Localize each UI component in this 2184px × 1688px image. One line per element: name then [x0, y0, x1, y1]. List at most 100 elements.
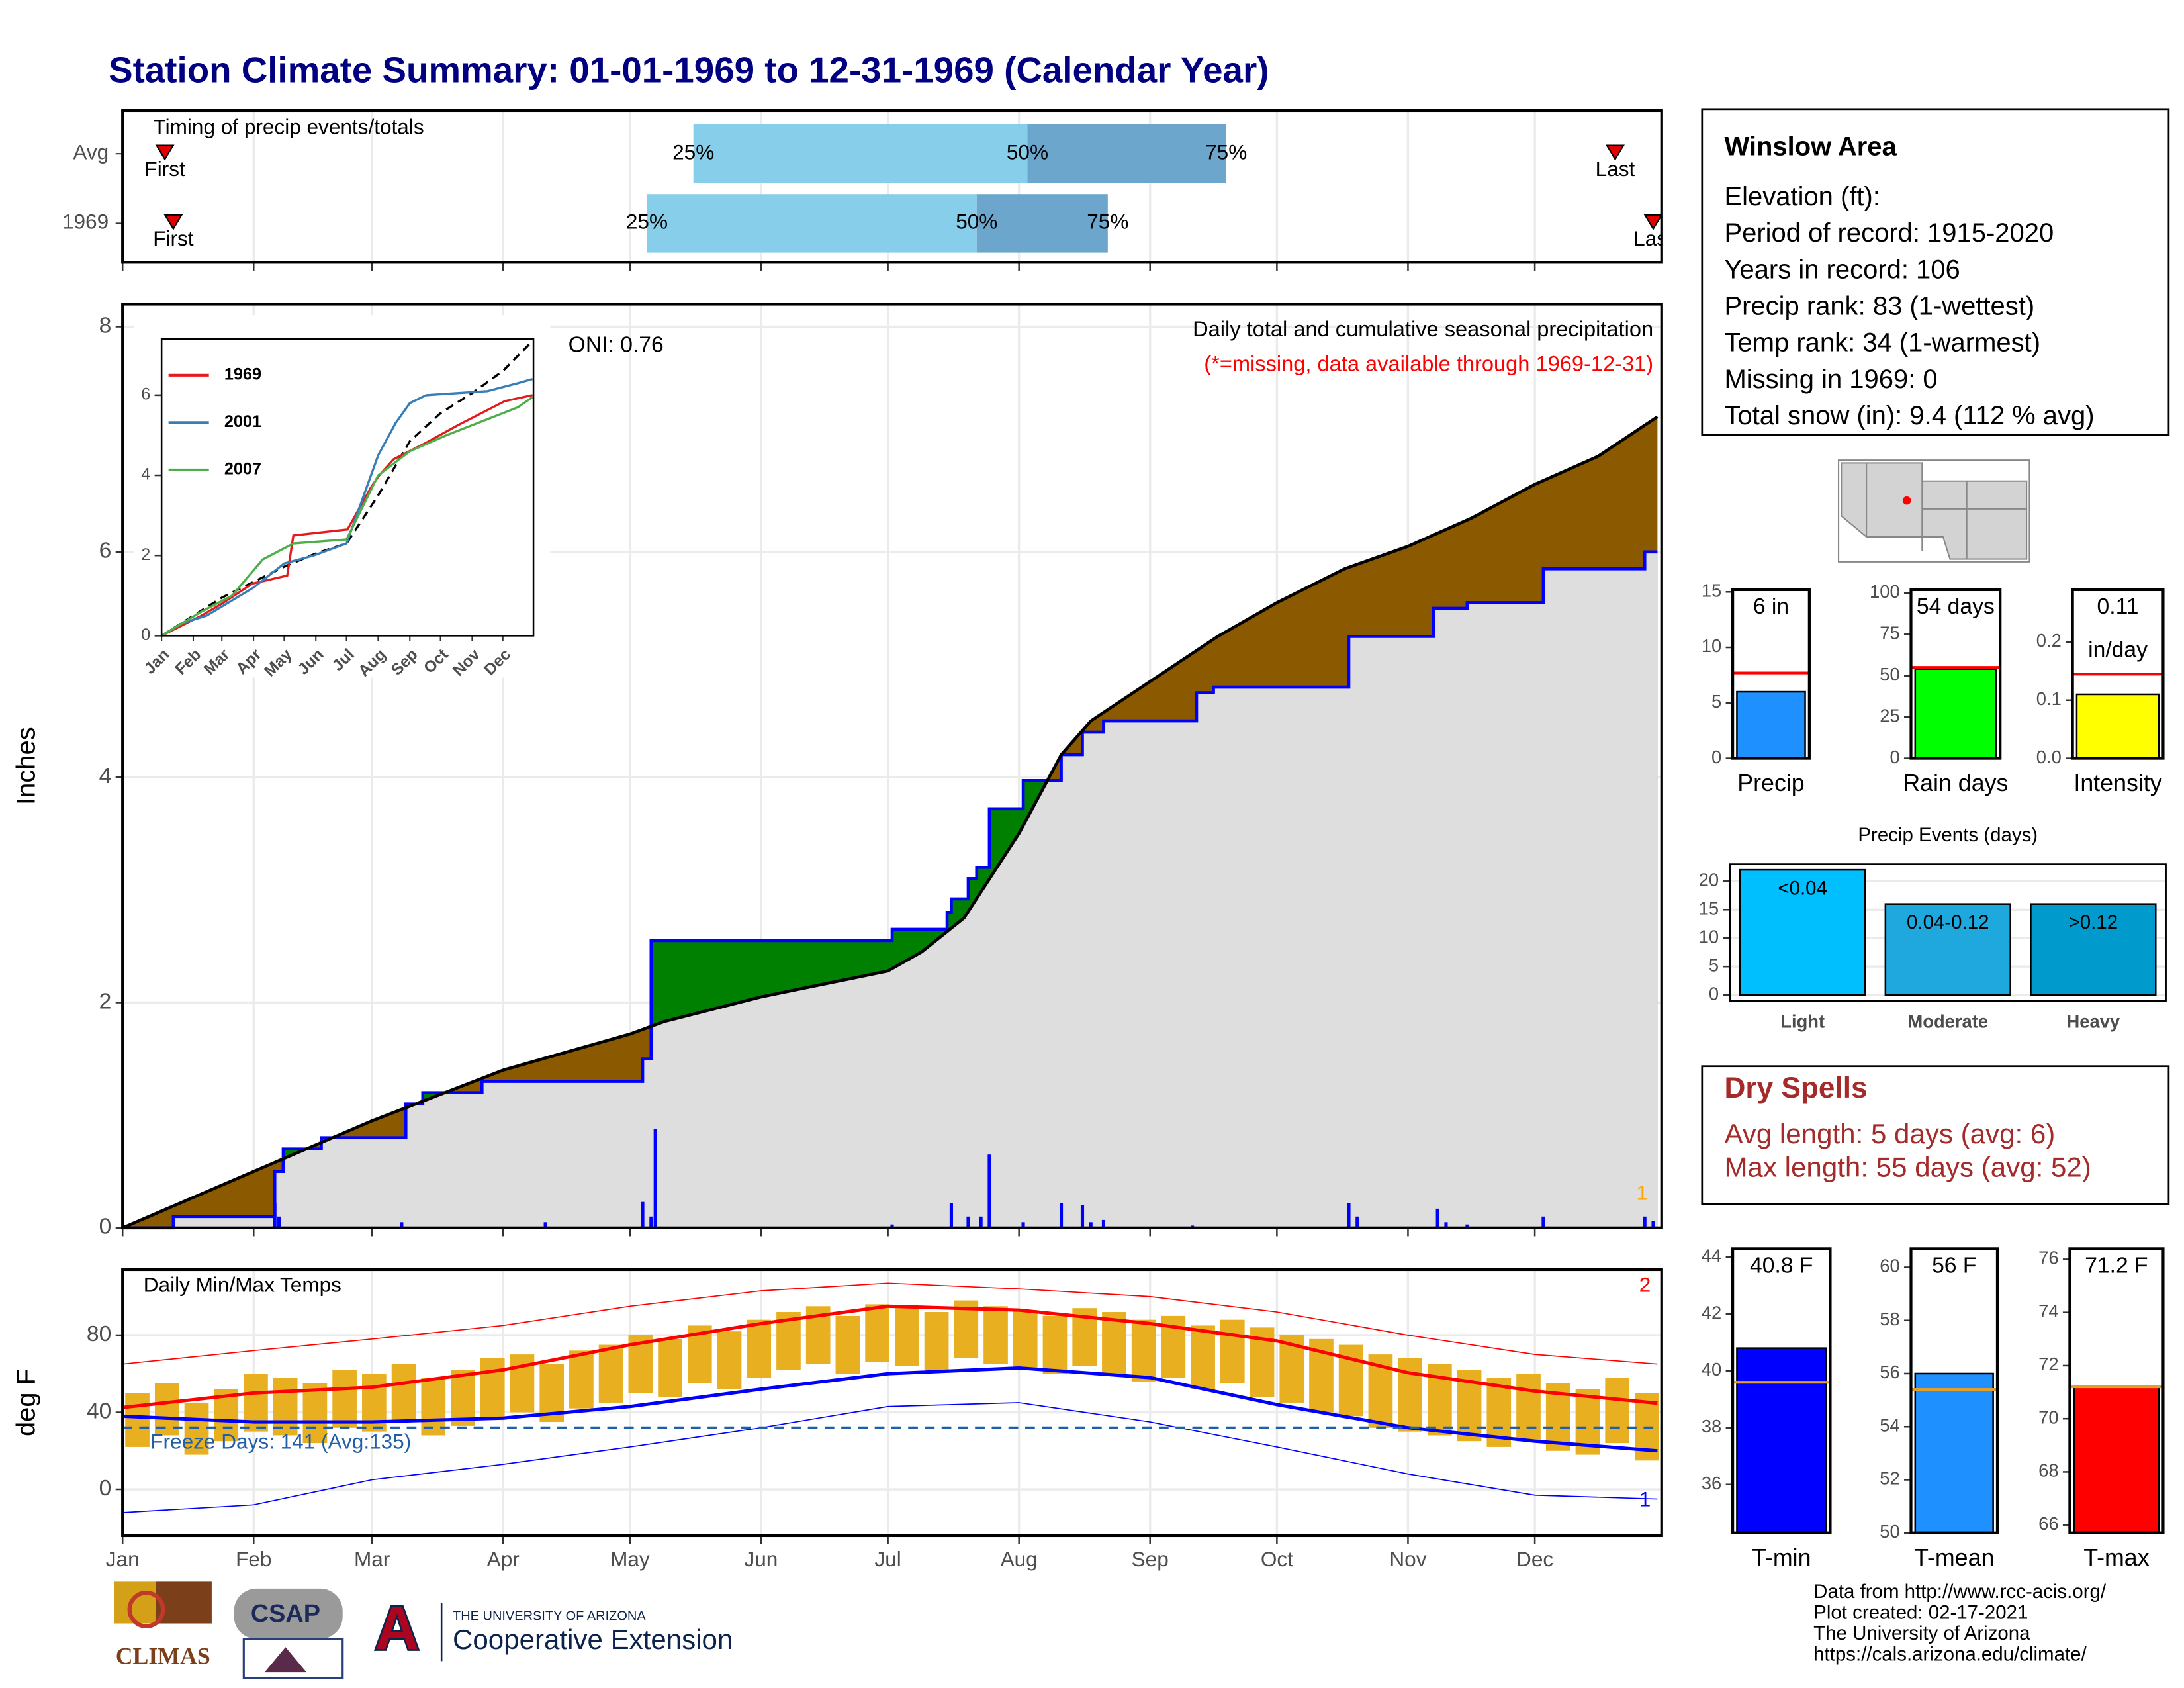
y-tick-label: 50 [1880, 664, 1899, 684]
bar [1914, 1372, 1994, 1534]
panel-border [1909, 1247, 1999, 1534]
x-tick-label: Jan [106, 1547, 140, 1571]
y-tick-label: 4 [141, 465, 150, 484]
daily-precip-bar [1444, 1222, 1448, 1228]
percentile-label: 50% [1007, 140, 1048, 164]
daily-temp-bar [332, 1370, 357, 1428]
value-label: 56 F [1932, 1254, 1976, 1278]
y-tick-label: 0.2 [2036, 630, 2062, 651]
daily-precip-bar [641, 1201, 645, 1228]
daily-temp-bar [1516, 1374, 1541, 1442]
y-tick-label: 66 [2038, 1513, 2058, 1534]
panel-border [2068, 1247, 2165, 1534]
station-line: Temp rank: 34 (1-warmest) [1724, 328, 2040, 357]
record-line [122, 1402, 1658, 1513]
record-count: 1 [1639, 1487, 1651, 1511]
corner-label: 1 [1637, 1181, 1649, 1205]
bar-label: >0.12 [2069, 912, 2118, 933]
x-tick-label: Light [1780, 1011, 1825, 1032]
y-tick-label: 38 [1702, 1416, 1721, 1436]
daily-temp-bar [865, 1304, 889, 1362]
daily-precip-bar [1101, 1219, 1105, 1228]
freeze-label: Freeze Days: 141 (Avg:135) [150, 1429, 411, 1453]
y-tick-label: 25 [1880, 705, 1899, 726]
daily-precip-bar [1021, 1222, 1025, 1228]
station-dot [1902, 496, 1911, 505]
daily-temp-bar [1191, 1325, 1215, 1389]
footer-line: The University of Arizona [1813, 1622, 2030, 1644]
daily-temp-bar [924, 1312, 949, 1370]
panel-border [1731, 588, 1811, 760]
base-fill [122, 551, 1658, 1228]
daily-temp-bar [421, 1378, 446, 1436]
daily-temp-bar [598, 1344, 623, 1403]
x-tick-label: Heavy [2067, 1011, 2120, 1032]
daily-temp-bar [1131, 1319, 1156, 1382]
daily-temp-bar [1398, 1358, 1422, 1432]
y-tick-label: 0 [99, 1476, 112, 1501]
daily-temp-bar [1605, 1378, 1630, 1444]
csap-logo: CSAP [251, 1600, 320, 1628]
climas-shape [127, 1591, 165, 1628]
y-tick-label: 5 [1711, 691, 1721, 712]
bar [2030, 903, 2157, 996]
y-tick-label: 70 [2038, 1407, 2058, 1427]
bar [1739, 868, 1866, 996]
daily-precip-bar [277, 1216, 281, 1228]
y-tick-label: 75 [1880, 623, 1899, 643]
station-line: Years in record: 106 [1724, 255, 1960, 284]
daily-precip-bar [649, 1216, 653, 1228]
legend-label: 2001 [224, 412, 261, 431]
station-name: Winslow Area [1724, 132, 1897, 161]
event-label: First [144, 157, 185, 181]
panel-title: Precip Events (days) [1858, 824, 2038, 846]
daily-temp-bar [273, 1378, 298, 1436]
y-tick-label: 6 [99, 539, 112, 563]
map-region [1841, 462, 2028, 560]
value-label: 71.2 F [2085, 1254, 2148, 1278]
percentile-bar [1027, 124, 1226, 183]
percentile-bar [693, 124, 1028, 183]
panel-border [160, 338, 535, 637]
y-tick-label: 20 [1699, 870, 1719, 890]
panel-note: (*=missing, data available through 1969-… [1204, 352, 1653, 376]
normal-line [122, 1366, 1658, 1453]
daily-precip-bar [949, 1203, 953, 1228]
panel-title: Timing of precip events/totals [154, 115, 424, 139]
daily-temp-bar [895, 1308, 919, 1366]
daily-precip-bar [400, 1222, 404, 1228]
climas-logo: CLIMAS [116, 1642, 210, 1669]
y-tick-label: 74 [2038, 1301, 2058, 1321]
y-tick-label: 68 [2038, 1460, 2058, 1481]
logos: CLIMAS CSAP A THE UNIVERSITY OF ARIZONA … [114, 1581, 733, 1679]
daily-precip-bar [1080, 1205, 1085, 1228]
event-marker [155, 144, 175, 161]
y-tick-label: 0 [1889, 747, 1899, 767]
station-line: Elevation (ft): [1724, 182, 1880, 211]
y-category-label: 1969 [62, 210, 109, 234]
daily-temp-bar [391, 1364, 416, 1423]
y-tick-label: 60 [1880, 1256, 1899, 1276]
daily-precip-bar [979, 1216, 983, 1228]
y-tick-label: 10 [1699, 926, 1719, 947]
record-line [122, 1282, 1658, 1365]
legend-label: 1969 [224, 365, 261, 383]
daily-precip-bar [890, 1224, 894, 1228]
y-tick-label: 100 [1870, 581, 1900, 602]
x-tick-label: Apr [487, 1547, 520, 1571]
y-tick-label: 54 [1880, 1415, 1899, 1435]
y-tick-label: 36 [1702, 1473, 1721, 1493]
ua-frame [361, 1599, 433, 1664]
daily-precip-bar [1541, 1216, 1545, 1228]
x-tick-label: May [610, 1547, 650, 1571]
average-cumulative-line [122, 415, 1659, 1229]
percentile-label: 25% [626, 210, 668, 234]
daily-temp-bar [1220, 1319, 1245, 1383]
map-borders [1866, 463, 2027, 559]
event-label: First [153, 226, 194, 250]
gauge-label: T-mean [1914, 1544, 1994, 1571]
event-marker [1643, 214, 1662, 230]
series-line [161, 396, 533, 637]
